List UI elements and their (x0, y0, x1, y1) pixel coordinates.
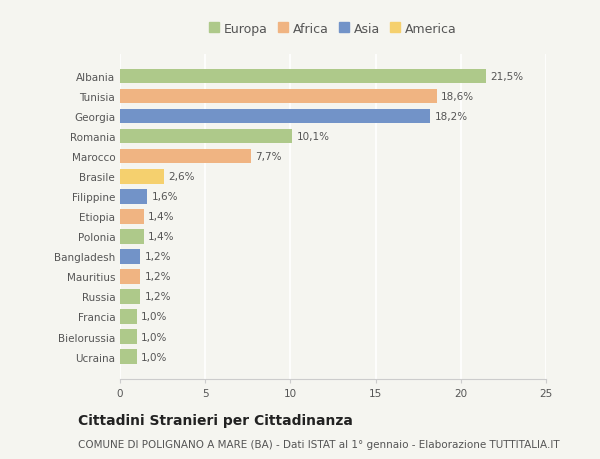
Bar (120, 269, 140, 284)
Bar (120, 110, 430, 124)
Text: COMUNE DI POLIGNANO A MARE (BA) - Dati ISTAT al 1° gennaio - Elaborazione TUTTIT: COMUNE DI POLIGNANO A MARE (BA) - Dati I… (78, 440, 560, 449)
Text: 1,2%: 1,2% (145, 292, 171, 302)
Bar (120, 230, 144, 244)
Bar (120, 190, 147, 204)
Bar (120, 330, 137, 344)
Bar (120, 130, 292, 144)
Text: 21,5%: 21,5% (491, 72, 524, 82)
Bar (120, 90, 437, 104)
Bar (120, 70, 487, 84)
Text: 7,7%: 7,7% (256, 152, 282, 162)
Bar (120, 150, 251, 164)
Text: 1,4%: 1,4% (148, 232, 175, 242)
Text: 1,4%: 1,4% (148, 212, 175, 222)
Text: 1,2%: 1,2% (145, 272, 171, 282)
Text: 18,6%: 18,6% (441, 92, 475, 102)
Bar (120, 310, 137, 324)
Text: 1,0%: 1,0% (142, 352, 167, 362)
Text: 1,0%: 1,0% (142, 312, 167, 322)
Bar (120, 350, 137, 364)
Bar (120, 290, 140, 304)
Text: 1,0%: 1,0% (142, 332, 167, 342)
Text: 18,2%: 18,2% (434, 112, 467, 122)
Text: 10,1%: 10,1% (296, 132, 329, 142)
Text: 1,2%: 1,2% (145, 252, 171, 262)
Text: 2,6%: 2,6% (169, 172, 195, 182)
Bar (120, 250, 140, 264)
Legend: Europa, Africa, Asia, America: Europa, Africa, Asia, America (209, 22, 457, 35)
Text: 1,6%: 1,6% (152, 192, 178, 202)
Bar (120, 170, 164, 184)
Text: Cittadini Stranieri per Cittadinanza: Cittadini Stranieri per Cittadinanza (78, 414, 353, 428)
Bar (120, 210, 144, 224)
